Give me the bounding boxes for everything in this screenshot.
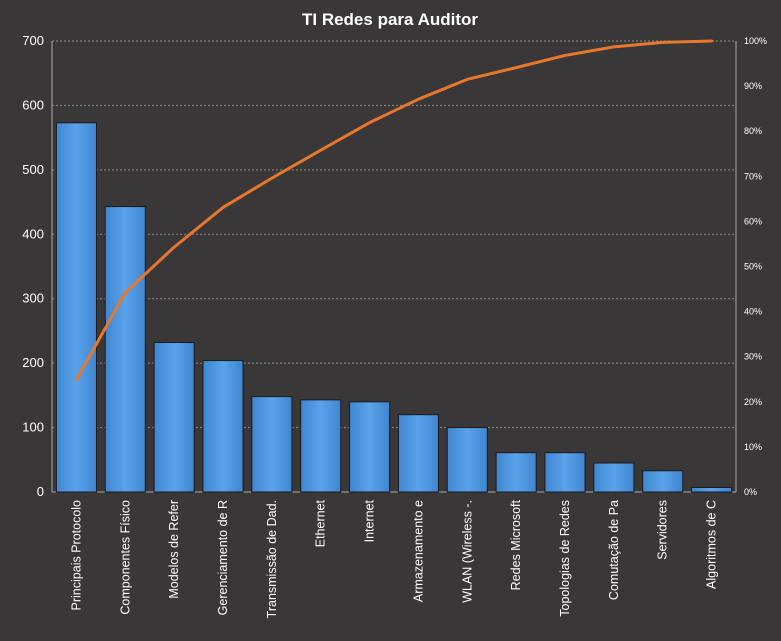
- x-category-label: Componentes Físico: [118, 500, 132, 615]
- y2-tick-label: 30%: [744, 352, 762, 362]
- x-category-label: Principais Protocolo: [69, 500, 83, 611]
- chart-title: TI Redes para Auditor: [302, 10, 478, 29]
- x-category-label: Servidores: [656, 500, 670, 560]
- bar: [642, 470, 684, 493]
- y-tick-label: 200: [22, 355, 44, 370]
- y2-tick-label: 90%: [744, 81, 762, 91]
- y-tick-label: 500: [22, 162, 44, 177]
- bar: [349, 401, 391, 493]
- bars: [55, 122, 733, 493]
- right-axis: 0% 10% 20% 30% 40% 50% 60% 70% 80% 90% 100%: [735, 36, 767, 497]
- bar: [104, 206, 146, 493]
- y2-tick-label: 0%: [744, 487, 757, 497]
- y-tick-label: 0: [37, 484, 44, 499]
- x-category-label: Topologias de Redes: [558, 500, 572, 617]
- y2-tick-label: 20%: [744, 397, 762, 407]
- y2-tick-label: 40%: [744, 307, 762, 317]
- bar: [544, 452, 586, 493]
- bar: [397, 414, 439, 493]
- x-category-label: Armazenamento e: [411, 500, 425, 602]
- x-category-label: Algoritmos de C: [705, 500, 719, 589]
- x-category-label: Gerenciamento de R: [216, 500, 230, 615]
- y-tick-label: 400: [22, 226, 44, 241]
- cumulative-line: [74, 39, 714, 382]
- bar: [202, 360, 244, 493]
- y2-tick-label: 80%: [744, 126, 762, 136]
- y2-tick-label: 100%: [744, 36, 767, 46]
- bar: [55, 122, 97, 493]
- bar: [495, 452, 537, 493]
- x-category-label: Modelos de Refer: [167, 500, 181, 599]
- y2-tick-label: 60%: [744, 216, 762, 226]
- bar: [300, 399, 342, 493]
- y2-tick-label: 50%: [744, 262, 762, 272]
- bar: [446, 427, 488, 493]
- cumulative-percentage-line: [74, 39, 714, 382]
- x-category-label: Transmissão de Dad.: [265, 500, 279, 618]
- y-tick-label: 300: [22, 291, 44, 306]
- x-category-label: Comutação de Pa: [607, 500, 621, 600]
- x-category-label: Redes Microsoft: [509, 499, 523, 590]
- x-category-label: Ethernet: [314, 499, 328, 547]
- category-labels: Principais Protocolo Componentes Físico Mo…: [69, 499, 718, 618]
- bar: [691, 486, 733, 493]
- x-category-label: WLAN (Wireless -.: [460, 500, 474, 603]
- x-category-label: Internet: [363, 499, 377, 542]
- y-tick-label: 600: [22, 97, 44, 112]
- bar: [153, 342, 195, 493]
- y-tick-label: 100: [22, 420, 44, 435]
- bar: [593, 462, 635, 493]
- bar: [251, 396, 293, 493]
- y2-tick-label: 10%: [744, 442, 762, 452]
- y-tick-label: 700: [22, 33, 44, 48]
- y2-tick-label: 70%: [744, 171, 762, 181]
